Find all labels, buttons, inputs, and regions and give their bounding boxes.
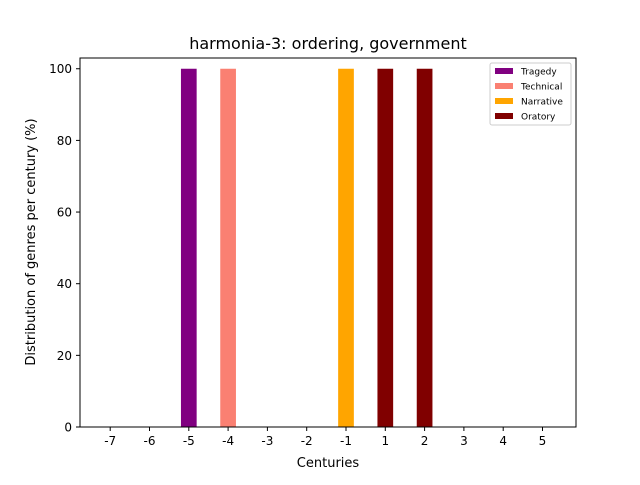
bar-technical--4 [220, 68, 236, 428]
bar-oratory-2 [416, 68, 433, 428]
x-tick-label: -6 [144, 434, 156, 448]
x-axis-label: Centuries [297, 456, 360, 471]
x-tick-label: -2 [301, 434, 313, 448]
x-tick-label: -4 [222, 434, 234, 448]
x-tick-label: 1 [381, 434, 389, 448]
y-tick-label: 20 [57, 349, 72, 363]
x-tick-label: 4 [499, 434, 507, 448]
y-axis-label: Distribution of genres per century (%) [24, 118, 39, 365]
legend: Tragedy Technical Narrative Oratory [489, 62, 572, 126]
bar-tragedy--5 [180, 68, 197, 428]
x-tick-label: 5 [539, 434, 547, 448]
y-tick-label: 60 [57, 206, 72, 220]
legend-swatch [495, 113, 513, 119]
y-tick-label: 0 [64, 421, 72, 435]
x-tick-label: -1 [340, 434, 352, 448]
x-tick-group: -7 -6 -5 -4 -3 -2 -1 1 2 3 4 5 [104, 427, 546, 448]
legend-label: Technical [520, 83, 562, 93]
x-tick-label: -7 [104, 434, 116, 448]
legend-swatch [495, 83, 513, 89]
legend-box [489, 62, 572, 126]
legend-label: Oratory [521, 113, 556, 123]
bars-group [180, 68, 433, 428]
bar-oratory-1 [377, 68, 394, 428]
y-tick-label: 40 [57, 277, 72, 291]
bar-narrative--1 [338, 68, 354, 428]
x-tick-label: 2 [421, 434, 429, 448]
y-tick-label: 100 [49, 62, 72, 76]
y-tick-label: 80 [57, 134, 72, 148]
legend-label: Tragedy [520, 68, 557, 78]
legend-swatch [495, 68, 513, 74]
x-tick-label: 3 [460, 434, 468, 448]
plot-frame [79, 57, 577, 428]
x-tick-label: -5 [183, 434, 195, 448]
chart-title: harmonia-3: ordering, government [189, 34, 467, 53]
legend-swatch [495, 98, 513, 104]
legend-label: Narrative [521, 98, 563, 108]
y-tick-group: 0 20 40 60 80 100 [49, 62, 80, 435]
x-tick-label: -3 [261, 434, 273, 448]
